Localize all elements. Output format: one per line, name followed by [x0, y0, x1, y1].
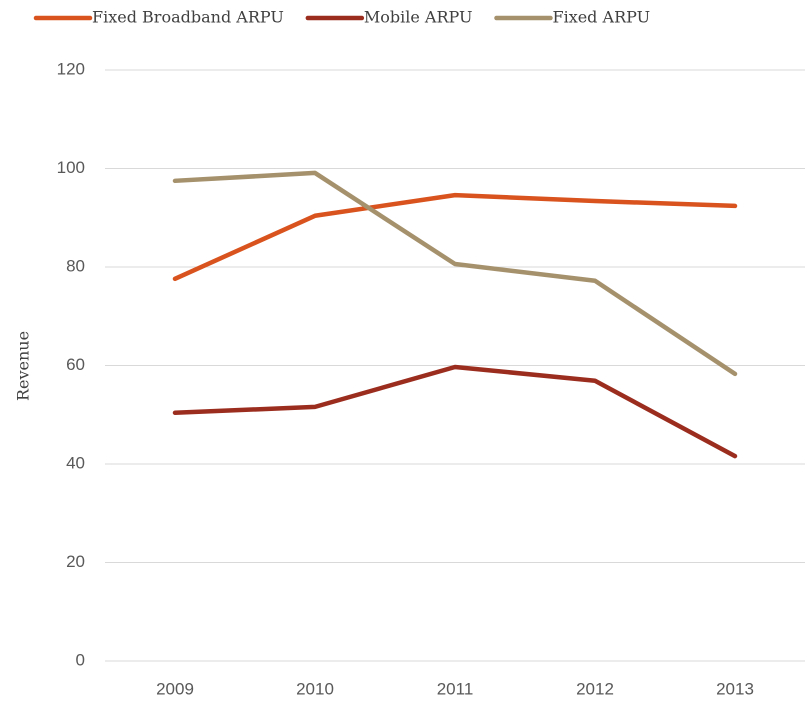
y-tick-label: 0: [76, 650, 85, 669]
x-tick-label: 2013: [716, 679, 754, 698]
legend-label: Fixed ARPU: [552, 8, 650, 27]
y-tick-label: 120: [57, 59, 85, 78]
y-tick-label: 40: [66, 453, 85, 472]
y-tick-label: 100: [57, 158, 85, 177]
y-tick-label: 20: [66, 552, 85, 571]
series-line: [172, 364, 738, 459]
y-tick-label: 80: [66, 256, 85, 275]
x-tick-label: 2010: [296, 679, 334, 698]
legend-label: Mobile ARPU: [364, 8, 473, 27]
series-line: [172, 170, 738, 377]
x-tick-label: 2012: [576, 679, 614, 698]
x-tick-label: 2011: [437, 679, 474, 698]
y-tick-label: 60: [66, 355, 85, 374]
series-line: [172, 192, 738, 282]
legend-label: Fixed Broadband ARPU: [92, 8, 284, 27]
x-tick-label: 2009: [156, 679, 194, 698]
y-axis-label: Revenue: [14, 331, 33, 401]
